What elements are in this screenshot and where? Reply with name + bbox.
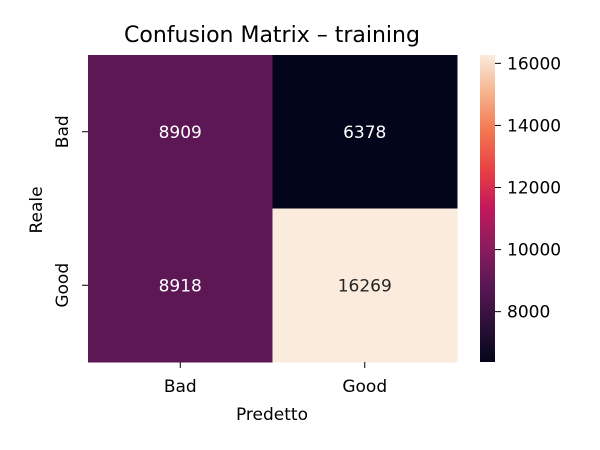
colorbar bbox=[480, 55, 495, 362]
heatmap-cell bbox=[88, 55, 273, 209]
heatmap-cells bbox=[88, 55, 458, 363]
heatmap-cell-labels: 8909 6378 8918 16269 bbox=[159, 123, 392, 297]
colorbar-tick-label: 16000 bbox=[507, 54, 561, 74]
heatmap-cell bbox=[272, 55, 458, 209]
x-axis-label: Predetto bbox=[236, 405, 308, 425]
y-axis-label: Reale bbox=[27, 186, 47, 233]
chart-title: Confusion Matrix – training bbox=[124, 23, 420, 48]
x-tick-label: Good bbox=[342, 377, 387, 397]
cell-value-label: 6378 bbox=[343, 123, 386, 143]
heatmap-cell bbox=[88, 208, 273, 363]
colorbar-tick-label: 12000 bbox=[507, 179, 561, 199]
colorbar-tick-label: 14000 bbox=[507, 116, 561, 136]
colorbar-tick-label: 8000 bbox=[507, 303, 550, 323]
cell-value-label: 8909 bbox=[159, 123, 202, 143]
cell-value-label: 8918 bbox=[159, 276, 202, 296]
y-tick-label: Good bbox=[53, 263, 73, 308]
heatmap-cell bbox=[272, 208, 458, 363]
x-axis-ticks: Bad Good bbox=[164, 362, 387, 397]
colorbar-ticks: 8000 10000 12000 14000 16000 bbox=[495, 54, 561, 323]
x-tick-label: Bad bbox=[164, 377, 197, 397]
y-axis-ticks: Bad Good bbox=[53, 115, 88, 308]
colorbar-tick-label: 10000 bbox=[507, 241, 561, 261]
cell-value-label: 16269 bbox=[338, 276, 392, 296]
y-tick-label: Bad bbox=[53, 115, 73, 148]
